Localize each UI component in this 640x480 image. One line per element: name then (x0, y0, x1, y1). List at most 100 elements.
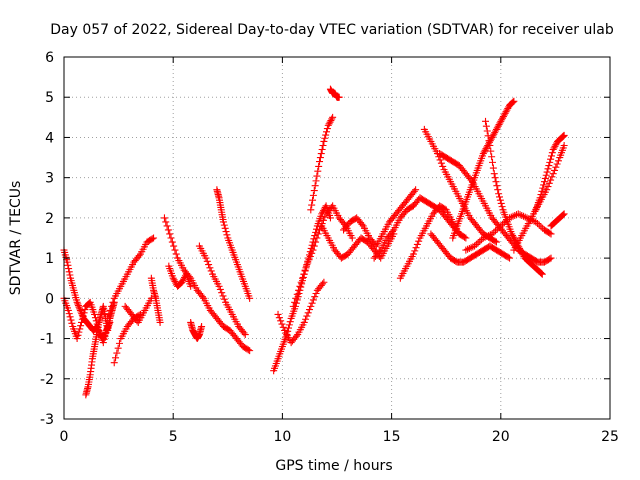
data-point (472, 240, 480, 248)
data-point (502, 217, 510, 225)
data-point (160, 214, 168, 222)
data-point (535, 221, 543, 229)
data-point (321, 213, 329, 221)
y-tick-label: 6 (45, 50, 54, 66)
data-point (509, 232, 517, 240)
series-track-14 (274, 278, 328, 347)
data-point (104, 314, 112, 322)
data-point (514, 210, 522, 218)
data-point (495, 193, 503, 201)
data-point (64, 306, 72, 314)
x-tick-label: 0 (60, 429, 69, 445)
data-point (219, 218, 227, 226)
data-point (309, 296, 317, 304)
data-point (482, 122, 490, 130)
data-point (115, 339, 123, 347)
data-point (67, 316, 75, 324)
data-point (179, 277, 187, 285)
data-point (325, 120, 333, 128)
data-point (499, 220, 507, 228)
y-tick-label: 4 (45, 130, 54, 146)
data-point (490, 228, 498, 236)
y-tick-label: -1 (40, 332, 54, 348)
data-point (100, 335, 108, 343)
data-point (222, 228, 230, 236)
data-point (498, 116, 506, 124)
data-point (479, 150, 487, 158)
data-point (76, 305, 84, 313)
data-point (474, 239, 482, 247)
series-track-11 (195, 242, 249, 339)
data-point (521, 213, 529, 221)
data-point (551, 166, 559, 174)
data-point (499, 114, 507, 122)
data-point (313, 172, 321, 180)
data-point (499, 113, 507, 121)
data-point (517, 248, 525, 256)
data-point (169, 274, 177, 282)
data-point (462, 234, 470, 242)
series-track-12 (213, 186, 254, 302)
data-point (436, 156, 444, 164)
data-point (220, 221, 228, 229)
data-point (168, 238, 176, 246)
data-point (198, 293, 206, 301)
series-track-21 (396, 202, 463, 282)
data-point (548, 149, 556, 157)
data-point (240, 329, 248, 337)
data-point (320, 278, 328, 286)
data-point (375, 248, 383, 256)
data-point (495, 121, 503, 129)
data-point (510, 235, 518, 243)
data-point (509, 212, 517, 220)
data-point (465, 244, 473, 252)
data-point (187, 282, 195, 290)
data-point (496, 119, 504, 127)
data-point (497, 199, 505, 207)
data-point (471, 242, 479, 250)
data-point (318, 146, 326, 154)
data-point (81, 306, 89, 314)
data-point (314, 230, 322, 238)
data-point (485, 137, 493, 145)
data-point (322, 131, 330, 139)
data-point (480, 148, 488, 156)
data-point (520, 212, 528, 220)
data-point (494, 186, 502, 194)
data-point (308, 299, 316, 307)
data-points (60, 85, 568, 399)
y-tick-label: -2 (40, 372, 54, 388)
data-point (490, 130, 498, 138)
data-point (73, 335, 81, 343)
data-point (544, 183, 552, 191)
data-point (554, 157, 562, 165)
data-point (508, 99, 516, 107)
data-point (542, 171, 550, 179)
data-point (113, 349, 121, 357)
data-point (65, 265, 73, 273)
data-point (323, 128, 331, 136)
data-point (105, 310, 113, 318)
data-point (488, 133, 496, 141)
data-point (547, 176, 555, 184)
x-tick-label: 25 (601, 429, 619, 445)
data-point (163, 222, 171, 230)
data-point (537, 269, 545, 277)
data-point (300, 270, 308, 278)
data-point (306, 253, 314, 261)
data-point (489, 158, 497, 166)
data-point (206, 264, 214, 272)
series-track-19 (340, 186, 420, 250)
data-point (516, 244, 524, 252)
data-point (65, 310, 73, 318)
data-point (73, 298, 81, 306)
data-point (302, 315, 310, 323)
data-point (482, 117, 490, 125)
data-point (164, 226, 172, 234)
y-tick-label: 0 (45, 291, 54, 307)
data-point (485, 232, 493, 240)
data-point (205, 261, 213, 269)
data-point (484, 132, 492, 140)
data-point (274, 310, 282, 318)
data-point (317, 150, 325, 158)
